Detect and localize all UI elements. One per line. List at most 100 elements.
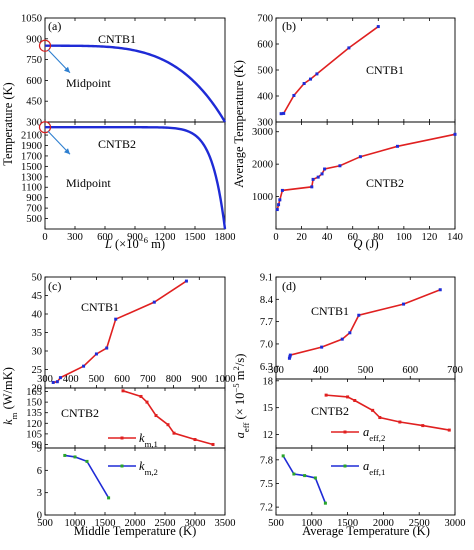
panel-a-bottom-xtick-label: 1200 [155,232,176,243]
panel-d-aeff1-point [292,472,296,476]
panel-d-top-xtick-label: 500 [358,365,374,376]
panel-b-bottom-xtick-label: 60 [347,232,358,243]
panel-d-legend-aeff1-label: aeff,1 [363,459,385,477]
panel-a-ylabel-part: Temperature (K) [1,82,15,165]
panel-d-cntb1-point [340,337,344,341]
panel-c-top-ytick-label: 50 [32,273,43,284]
panel-c-middle-ytick-label: 135 [26,408,42,419]
panel-a-top-ytick-label: 450 [26,97,42,108]
panel-c-cntb1-point [94,352,98,356]
panel-d-bottom-xtick-label: 2000 [373,518,394,529]
panel-b-xlabel: Q (J) [353,237,378,251]
panel-a-bottom-ytick-label: 1300 [21,172,42,183]
panel-d-ylabel-part: (× 10 [233,393,247,423]
panel-a-bottom-ytick-label: 500 [26,214,42,225]
panel-b-cntb2-label: CNTB2 [366,176,404,190]
panel-c-top-ytick-label: 20 [32,384,43,395]
panel-c-cntb1-point [58,376,62,380]
panel-a-bottom-ytick-label: 2100 [21,131,42,142]
panel-b-cntb2-point [323,167,327,171]
panel-d-ylabel-part: eff [241,423,251,433]
panel-b-bottom-xtick-label: 120 [422,232,438,243]
panel-d-top-ytick-label: 7.7 [260,317,273,328]
panel-c-middle-ytick-label: 165 [26,387,42,398]
panel-c-top-ytick-label: 25 [32,365,43,376]
panel-b-bottom-ytick-label: 1000 [252,192,273,203]
panel-d-aeff2-point [353,399,357,403]
panel-d-top-ytick-label: 8.4 [260,295,274,306]
panel-c-legend-km2-label-part: m,2 [145,467,158,477]
panel-c-km2-line [64,454,110,499]
panel-b-cntb2-point [278,198,282,202]
panel-d-ylabel-part: m [233,370,247,383]
panel-c-top-xtick-label: 500 [89,374,105,385]
panel-c-top-xtick-label: 300 [37,374,53,385]
panel-b-xlabel-part: (J) [362,237,378,251]
panel-d-top-xtick-label: 300 [268,365,284,376]
panel-a-cntb2-midpoint-label: Midpoint [66,176,111,190]
panel-a-cntb2-curve [45,126,227,230]
panel-c-bottom-ytick-label: 9 [37,444,42,455]
panel-c-km1-point [154,414,158,418]
panel-c-legend-km2-label: km,2 [139,459,158,477]
panel-b-top-ytick-label: 400 [257,92,273,103]
panel-d-cntb1-point [288,355,292,359]
panel-d-aeff2-point [371,408,375,412]
panel-a-top-ytick-label: 600 [26,76,42,87]
panel-c-legend-km2-marker [120,464,124,468]
panel-d-legend-aeff2-label: aeff,2 [363,425,385,443]
panel-a-bottom-xtick-label: 0 [42,232,47,243]
panel-d-bottom-ytick-label: 7.5 [260,479,273,490]
panel-a-bottom-ytick-label: 1500 [21,162,42,173]
panel-c-legend-km1-marker [120,436,124,440]
panel-d-middle-ytick-label: 15 [263,403,274,414]
panel-b-xlabel-part: Q [353,237,362,251]
panel-c-legend-km1-label-part: k [139,431,145,445]
panel-c-bottom-xtick-label: 2000 [125,518,146,529]
panel-b-cntb2-point [310,185,314,189]
panel-d-bottom-xtick-label: 1500 [337,518,358,529]
panel-c-cntb1-line [53,280,187,384]
panel-c-top-xtick-label: 400 [63,374,79,385]
panel-d-cntb1-point [287,356,291,360]
panel-c-cntb1-point [152,300,156,304]
panel-a-xlabel-part: −6 [139,235,149,245]
panel-b-cntb1-point [279,112,283,116]
panel-b-cntb1-point [302,82,306,86]
panel-c-middle-ytick-label: 120 [26,419,42,430]
panel-c-km2-point [73,455,77,459]
panel-c-top-ytick-label: 35 [32,328,43,339]
panel-c-top-xtick-label: 1000 [215,374,236,385]
panel-c-legend-km1-label: km,1 [139,431,158,449]
panel-c-km2-point [63,453,67,457]
panel-b-bottom-xtick-label: 0 [273,232,278,243]
panel-b-cntb1-label: CNTB1 [366,63,404,77]
panel-d-middle-ytick-label: 12 [263,430,274,441]
panel-d-bottom-axes [275,447,456,516]
panel-c-km1-point [166,423,170,427]
panel-c-top-ytick-label: 30 [32,347,43,358]
panel-c-cntb2-label: CNTB2 [61,406,99,420]
panel-d-cntb1-point [357,313,361,317]
panel-c-ylabel: km (W/mK) [1,367,19,425]
panel-c-bottom-ytick-label: 6 [37,466,42,477]
panel-d-top-xtick-label: 600 [402,365,418,376]
panel-c-top-xtick-label: 800 [166,374,182,385]
panel-b-label: (b) [282,19,296,33]
panel-c-bottom-ytick-label: 0 [37,511,42,522]
panel-d-top-xtick-label: 400 [313,365,329,376]
panel-c-bottom-xtick-label: 1000 [65,518,86,529]
panel-c-bottom-xtick-label: 3000 [185,518,206,529]
panel-a-top-ytick-label: 300 [26,118,42,129]
panel-c-km1-point [172,431,176,435]
panel-c-km1-point [121,389,125,393]
panel-d-top-axes [275,276,456,380]
panel-b-cntb2-point [358,155,362,159]
panel-a-bottom-ytick-label: 1100 [21,183,42,194]
panel-c-top-xtick-label: 900 [191,374,207,385]
panel-d-aeff1-point [281,454,285,458]
panel-c-ylabel-part: (W/mK) [1,367,15,412]
panel-d-aeff2-point [447,428,451,432]
panel-d-top-ytick-label: 6.3 [260,362,273,373]
panel-d-bottom-ytick-label: 7.8 [260,455,273,466]
